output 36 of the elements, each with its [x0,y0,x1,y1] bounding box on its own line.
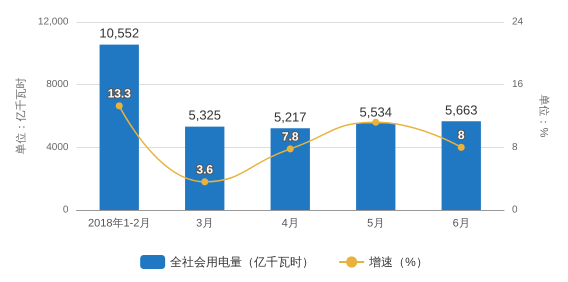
y-tick-label: 8000 [46,79,69,90]
data-label: 5,217 [274,109,307,124]
legend-label: 全社会用电量（亿千瓦时） [170,255,314,269]
bar [356,123,396,210]
point [458,144,465,151]
data-label: 5,534 [359,104,392,120]
y-axis-title: 单位：亿千瓦时 [14,78,28,154]
y2-tick-label: 8 [512,142,518,153]
y-tick-label: 0 [62,204,69,216]
point [372,118,380,126]
x-tick-label: 6月 [452,218,470,230]
y2-axis-title: 单位：% [538,94,550,138]
bar [270,128,310,210]
y2-tick-label: 24 [512,16,524,28]
point [286,145,294,152]
data-label: 13.3 [108,86,132,100]
x-tick-label: 3月 [196,218,214,230]
x-tick-label: 5月 [367,218,384,230]
y-tick-label: 12,000 [38,16,69,28]
y-tick-label: 4000 [46,142,69,153]
y2-tick-label: 0 [512,204,518,216]
x-tick-label: 4月 [282,218,299,230]
data-label: 7.8 [282,129,299,144]
data-label: 3.6 [196,162,214,176]
bar [185,126,224,210]
data-label: 5,325 [188,108,222,123]
point [201,178,208,186]
data-label: 8 [458,128,465,142]
data-label: 5,663 [444,102,478,118]
data-label: 10,552 [99,26,140,41]
point [116,102,123,110]
y2-tick-label: 16 [512,79,524,90]
x-tick-label: 2018年1-2月 [88,218,150,230]
bar [100,44,139,210]
bar [442,121,481,210]
legend-label: 增速（%） [368,255,428,269]
